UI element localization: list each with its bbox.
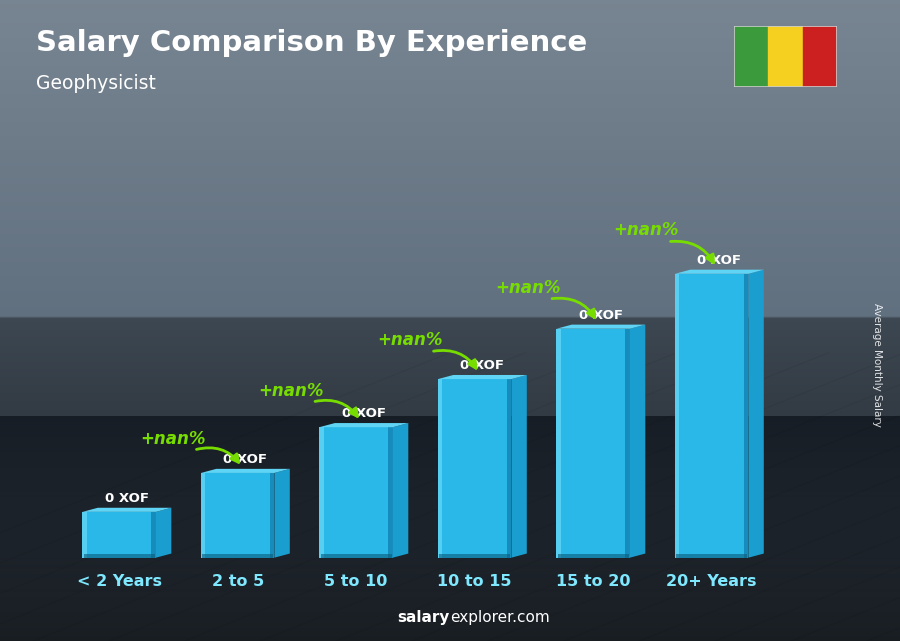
- Text: 0 XOF: 0 XOF: [698, 254, 742, 267]
- Polygon shape: [83, 512, 156, 558]
- Polygon shape: [626, 329, 630, 558]
- Polygon shape: [438, 379, 511, 558]
- Text: +nan%: +nan%: [495, 279, 561, 297]
- Polygon shape: [556, 329, 561, 558]
- Polygon shape: [556, 329, 630, 558]
- Text: Salary Comparison By Experience: Salary Comparison By Experience: [36, 29, 587, 57]
- Text: +nan%: +nan%: [377, 331, 442, 349]
- Polygon shape: [320, 427, 393, 558]
- Polygon shape: [749, 270, 764, 558]
- Text: 0 XOF: 0 XOF: [461, 359, 504, 372]
- Text: 0 XOF: 0 XOF: [579, 309, 623, 322]
- Polygon shape: [630, 324, 645, 558]
- Polygon shape: [274, 469, 290, 558]
- Polygon shape: [675, 270, 764, 274]
- Polygon shape: [320, 423, 409, 427]
- Text: 0 XOF: 0 XOF: [105, 492, 148, 505]
- Polygon shape: [201, 469, 290, 473]
- Text: Geophysicist: Geophysicist: [36, 74, 156, 93]
- Polygon shape: [393, 423, 409, 558]
- Polygon shape: [84, 554, 155, 558]
- Polygon shape: [744, 274, 749, 558]
- Polygon shape: [201, 473, 274, 558]
- Bar: [803, 26, 837, 87]
- Polygon shape: [558, 554, 629, 558]
- Text: explorer.com: explorer.com: [450, 610, 550, 625]
- Polygon shape: [83, 512, 86, 558]
- Polygon shape: [389, 427, 393, 558]
- Bar: [768, 26, 803, 87]
- Polygon shape: [156, 508, 171, 558]
- Polygon shape: [439, 554, 510, 558]
- Polygon shape: [202, 554, 274, 558]
- Polygon shape: [675, 274, 749, 558]
- Text: +nan%: +nan%: [140, 429, 205, 448]
- Polygon shape: [270, 473, 274, 558]
- Text: 0 XOF: 0 XOF: [223, 453, 267, 466]
- Polygon shape: [676, 554, 747, 558]
- Polygon shape: [151, 512, 156, 558]
- Polygon shape: [320, 554, 392, 558]
- Polygon shape: [507, 379, 511, 558]
- Polygon shape: [438, 379, 442, 558]
- Polygon shape: [438, 375, 526, 379]
- Polygon shape: [201, 473, 205, 558]
- Text: +nan%: +nan%: [258, 381, 324, 400]
- Text: Average Monthly Salary: Average Monthly Salary: [872, 303, 883, 428]
- Text: 0 XOF: 0 XOF: [342, 407, 386, 420]
- Polygon shape: [556, 324, 645, 329]
- Bar: [734, 26, 768, 87]
- Text: salary: salary: [398, 610, 450, 625]
- Polygon shape: [511, 375, 526, 558]
- Polygon shape: [320, 427, 324, 558]
- Polygon shape: [83, 508, 171, 512]
- Text: +nan%: +nan%: [614, 221, 680, 240]
- Polygon shape: [675, 274, 680, 558]
